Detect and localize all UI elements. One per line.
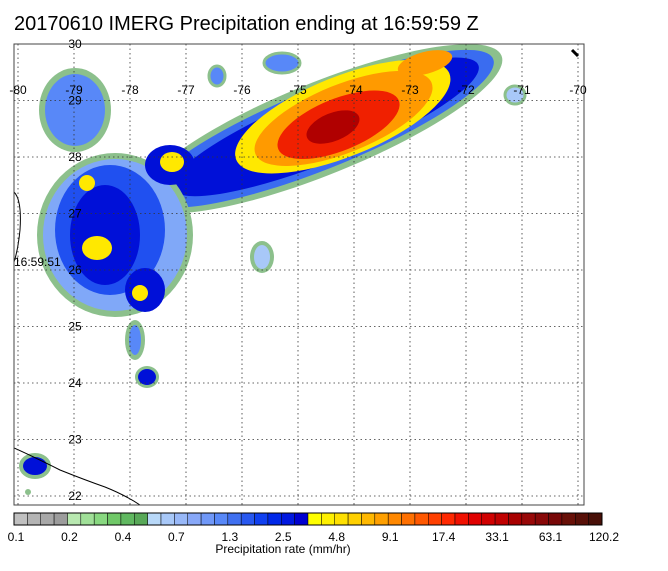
lon-label: -79 (65, 83, 83, 97)
colorbar-label: 0.1 (8, 530, 25, 544)
colorbar-swatch (67, 512, 82, 526)
colorbar-swatch (27, 512, 41, 526)
colorbar-swatch (548, 512, 563, 526)
colorbar-swatch (53, 512, 68, 526)
colorbar-label: 1.3 (221, 530, 238, 544)
colorbar-swatch (414, 512, 429, 526)
lat-label: 25 (68, 320, 82, 334)
colorbar-swatch (134, 512, 148, 526)
lat-label: 27 (68, 207, 82, 221)
colorbar-label: 120.2 (589, 530, 619, 544)
colorbar-swatch (80, 512, 95, 526)
colorbar-swatch (561, 512, 576, 526)
colorbar-swatch (481, 512, 496, 526)
colorbar-swatch (521, 512, 536, 526)
lon-label: -78 (121, 83, 139, 97)
colorbar-swatch (174, 512, 188, 526)
colorbar-swatch (321, 512, 335, 526)
colorbar-swatch (441, 512, 456, 526)
lon-label: -75 (289, 83, 307, 97)
colorbar-swatch (307, 512, 322, 526)
colorbar-swatch (428, 512, 442, 526)
colorbar-frame (13, 512, 603, 526)
colorbar-swatch (508, 512, 523, 526)
time-label: 16:59:51 (14, 255, 61, 269)
colorbar-swatch (361, 512, 376, 526)
colorbar-swatch (160, 512, 175, 526)
map-title: 20170610 IMERG Precipitation ending at 1… (14, 13, 479, 35)
colorbar-title: Precipitation rate (mm/hr) (215, 542, 350, 556)
colorbar-label: 33.1 (485, 530, 509, 544)
lon-label: -76 (233, 83, 251, 97)
lat-label: 22 (68, 489, 82, 503)
colorbar-swatch (40, 512, 55, 526)
lat-label: 24 (68, 376, 82, 390)
colorbar-swatch (588, 512, 603, 526)
lat-label: 30 (68, 37, 82, 51)
lat-label: 26 (68, 263, 82, 277)
colorbar-swatch (494, 512, 509, 526)
colorbar-swatch (147, 512, 162, 526)
lon-label: -74 (345, 83, 363, 97)
colorbar-swatch (254, 512, 269, 526)
colorbar-swatch (347, 512, 362, 526)
colorbar-swatch (107, 512, 122, 526)
colorbar-label: 17.4 (432, 530, 456, 544)
colorbar-label: 0.4 (115, 530, 132, 544)
precip-field (14, 44, 580, 505)
colorbar-swatch (374, 512, 389, 526)
lat-label: 29 (68, 94, 82, 108)
colorbar-swatch (227, 512, 242, 526)
lon-label: -77 (177, 83, 195, 97)
map-frame (13, 43, 585, 506)
colorbar-label: 0.7 (168, 530, 185, 544)
lat-label: 23 (68, 433, 82, 447)
colorbar-swatch (200, 512, 215, 526)
colorbar-swatch (401, 512, 416, 526)
colorbar-label: 9.1 (382, 530, 399, 544)
colorbar-swatch (454, 512, 469, 526)
colorbar-label: 4.8 (328, 530, 345, 544)
lon-label: -71 (513, 83, 531, 97)
colorbar-swatch (13, 512, 28, 526)
lon-label: -70 (569, 83, 587, 97)
colorbar-swatch (334, 512, 349, 526)
colorbar-swatch (468, 512, 482, 526)
colorbar-swatch (214, 512, 229, 526)
colorbar-label: 0.2 (61, 530, 78, 544)
lon-label: -72 (457, 83, 475, 97)
colorbar-swatch (575, 512, 589, 526)
lon-label: -80 (9, 83, 27, 97)
colorbar-swatch (294, 512, 309, 526)
colorbar-swatch (281, 512, 295, 526)
lon-label: -73 (401, 83, 419, 97)
lat-label: 28 (68, 150, 82, 164)
colorbar-swatch (187, 512, 202, 526)
colorbar-swatch (267, 512, 282, 526)
colorbar-swatch (93, 512, 108, 526)
colorbar-label: 2.5 (275, 530, 292, 544)
colorbar-swatch (387, 512, 402, 526)
colorbar-swatch (534, 512, 549, 526)
colorbar-label: 63.1 (539, 530, 563, 544)
colorbar-swatch (240, 512, 255, 526)
colorbar-swatch (120, 512, 135, 526)
